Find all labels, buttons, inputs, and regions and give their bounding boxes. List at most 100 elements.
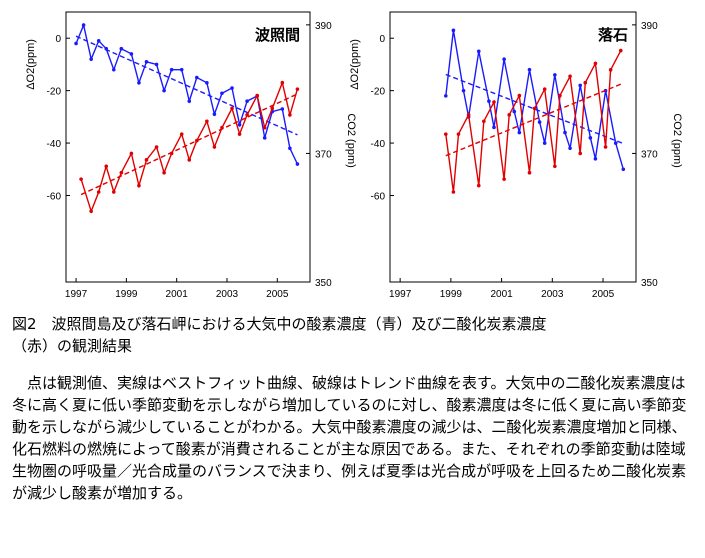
- y-right-tick-label: 370: [315, 149, 332, 160]
- data-point: [137, 183, 141, 188]
- data-point: [96, 190, 101, 194]
- data-point: [517, 130, 522, 135]
- data-point: [456, 132, 461, 136]
- data-point: [129, 151, 134, 156]
- data-point: [578, 151, 583, 156]
- data-point: [583, 80, 588, 85]
- station-title: 波照間: [255, 26, 300, 44]
- data-point: [245, 113, 249, 117]
- y-left-axis-label: ΔO2(ppm): [25, 39, 37, 90]
- x-tick-label: 2001: [166, 289, 189, 300]
- series-fit-line: [75, 22, 299, 165]
- data-point: [542, 141, 547, 145]
- data-point: [527, 67, 532, 72]
- data-point: [451, 190, 456, 194]
- x-tick-label: 2001: [490, 289, 513, 300]
- data-point: [144, 158, 149, 162]
- x-tick-label: 1999: [440, 289, 463, 300]
- data-point: [89, 57, 93, 61]
- data-point: [451, 28, 456, 33]
- data-point: [502, 57, 506, 61]
- data-point: [532, 106, 537, 111]
- data-point: [74, 41, 78, 46]
- data-point: [195, 138, 199, 143]
- data-point: [220, 125, 224, 130]
- data-point: [220, 91, 224, 96]
- y-left-tick-label: -40: [47, 139, 62, 150]
- y-right-axis-label: CO2 (ppm): [345, 113, 357, 167]
- data-point: [621, 167, 626, 172]
- data-point: [553, 164, 557, 169]
- data-point: [205, 119, 209, 124]
- data-point: [542, 87, 547, 91]
- x-tick-label: 1999: [115, 289, 138, 300]
- data-point: [270, 106, 275, 111]
- y-left-tick-label: -40: [371, 139, 386, 150]
- y-right-tick-label: 390: [315, 21, 332, 32]
- y-left-tick-label: -20: [371, 87, 386, 98]
- data-point: [212, 112, 217, 117]
- data-point: [187, 99, 192, 103]
- x-tick-label: 2003: [541, 289, 564, 300]
- data-point: [593, 61, 598, 66]
- data-point: [230, 106, 234, 111]
- data-point: [568, 74, 572, 79]
- data-point: [527, 170, 532, 175]
- data-point: [512, 109, 517, 114]
- x-tick-label: 2005: [266, 289, 289, 300]
- data-point: [492, 125, 496, 130]
- x-tick-label: 1997: [389, 289, 412, 300]
- data-point: [195, 75, 199, 80]
- data-point: [558, 93, 562, 98]
- data-point: [537, 120, 542, 124]
- plot-frame: [389, 11, 637, 283]
- data-point: [563, 130, 567, 135]
- data-point: [119, 46, 124, 51]
- data-point: [517, 93, 522, 98]
- data-point: [119, 170, 124, 175]
- data-point: [608, 68, 613, 72]
- data-point: [288, 146, 292, 151]
- data-point: [466, 113, 471, 117]
- data-point: [169, 67, 174, 72]
- data-point: [154, 62, 159, 67]
- data-point: [295, 162, 300, 166]
- data-point: [618, 48, 623, 53]
- data-point: [482, 119, 486, 124]
- data-point: [588, 136, 593, 140]
- data-point: [111, 67, 116, 72]
- series-trend-line: [75, 35, 298, 136]
- data-point: [443, 94, 448, 98]
- data-point: [288, 113, 292, 117]
- data-point: [492, 100, 496, 104]
- series-fit-line: [445, 30, 624, 170]
- data-point: [476, 49, 481, 54]
- charts-area: 1997 1999 2001 2003 2005 0 -20 -40 -60 390 370 350 Δ…: [25, 11, 683, 300]
- data-point: [553, 73, 557, 77]
- chart-panel-1: 1997 1999 2001 2003 2005 0 -20 -40 -60 390 370 350 Δ…: [25, 11, 357, 300]
- y-left-tick-label: 0: [379, 34, 385, 45]
- data-point: [230, 86, 234, 90]
- data-point: [179, 132, 184, 136]
- series-trend-line: [80, 93, 298, 196]
- data-point: [89, 209, 93, 214]
- data-point: [104, 46, 109, 51]
- data-point: [179, 67, 184, 72]
- data-point: [502, 177, 506, 181]
- data-point: [187, 158, 192, 162]
- data-point: [111, 190, 116, 194]
- y-left-tick-label: 0: [55, 34, 61, 45]
- y-left-axis-label: ΔO2(ppm): [349, 39, 361, 90]
- x-tick-label: 2005: [592, 289, 615, 300]
- data-point: [613, 141, 618, 145]
- y-right-axis-label: CO2 (ppm): [671, 113, 683, 167]
- data-point: [162, 88, 166, 93]
- x-tick-label: 1997: [65, 289, 88, 300]
- data-point: [79, 177, 83, 181]
- data-point: [461, 88, 466, 93]
- caption-line-2: （赤）の観測結果: [12, 337, 133, 355]
- data-point: [603, 145, 608, 149]
- data-point: [476, 183, 481, 188]
- y-right-tick-label: 370: [641, 149, 658, 160]
- figure-caption: 図2 波照間島及び落石岬における大気中の酸素濃度（青）及び二酸化炭素濃度 （赤）…: [12, 313, 697, 357]
